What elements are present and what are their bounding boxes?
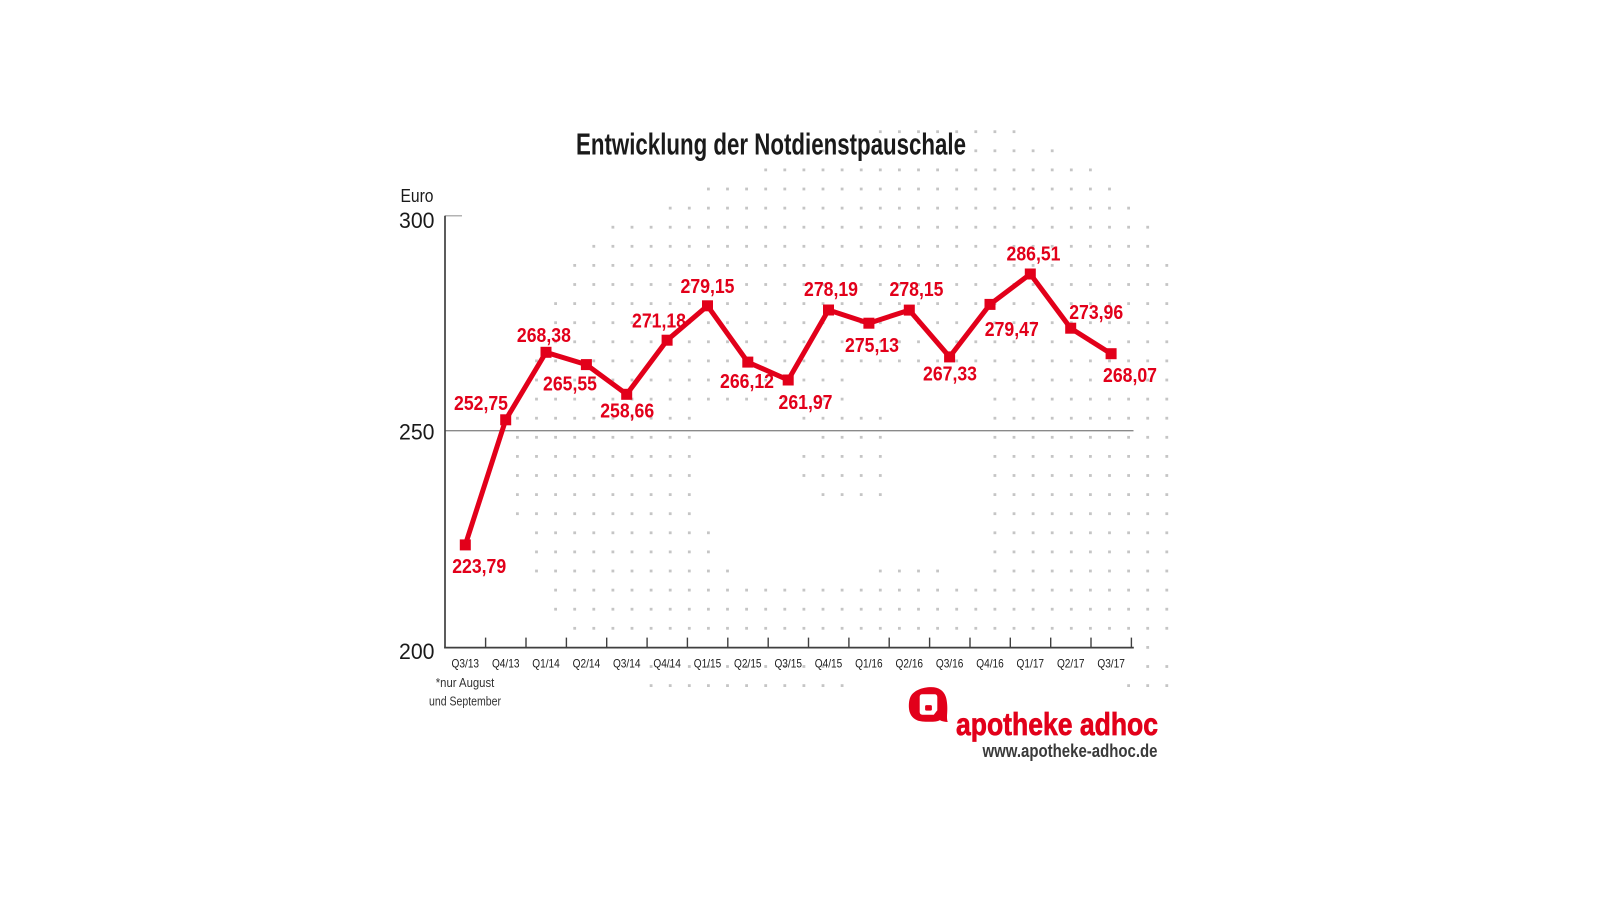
svg-text:271,18: 271,18 (632, 311, 686, 333)
svg-text:apotheke adhoc: apotheke adhoc (956, 706, 1158, 742)
svg-text:Q3/16: Q3/16 (936, 658, 964, 671)
svg-text:268,07: 268,07 (1103, 365, 1157, 387)
svg-text:www.apotheke-adhoc.de: www.apotheke-adhoc.de (982, 740, 1158, 761)
svg-text:Q3/15: Q3/15 (774, 658, 802, 671)
svg-text:300: 300 (399, 208, 435, 233)
svg-text:261,97: 261,97 (779, 392, 833, 414)
svg-text:278,15: 278,15 (890, 279, 944, 301)
svg-text:Q4/14: Q4/14 (653, 658, 681, 671)
svg-text:250: 250 (399, 420, 435, 445)
svg-text:223,79: 223,79 (452, 556, 506, 578)
svg-text:Q3/14: Q3/14 (613, 658, 641, 671)
svg-text:286,51: 286,51 (1007, 243, 1061, 265)
svg-text:273,96: 273,96 (1069, 302, 1123, 324)
svg-text:Q2/15: Q2/15 (734, 658, 762, 671)
svg-text:Q4/13: Q4/13 (492, 658, 520, 671)
svg-text:Q1/16: Q1/16 (855, 658, 883, 671)
svg-text:Q2/14: Q2/14 (573, 658, 601, 671)
svg-text:Q2/17: Q2/17 (1057, 658, 1085, 671)
svg-text:Q1/17: Q1/17 (1017, 658, 1045, 671)
svg-text:267,33: 267,33 (923, 364, 977, 386)
svg-text:Q4/16: Q4/16 (976, 658, 1004, 671)
svg-text:Q3/13: Q3/13 (452, 658, 480, 671)
svg-text:275,13: 275,13 (845, 335, 899, 357)
svg-text:278,19: 278,19 (804, 279, 858, 301)
svg-text:Euro: Euro (401, 186, 434, 206)
svg-text:266,12: 266,12 (720, 371, 774, 393)
svg-text:Q1/15: Q1/15 (694, 658, 722, 671)
svg-text:200: 200 (399, 639, 435, 664)
svg-text:252,75: 252,75 (454, 393, 508, 415)
svg-text:Q3/17: Q3/17 (1097, 658, 1125, 671)
svg-text:Q2/16: Q2/16 (896, 658, 924, 671)
svg-text:279,15: 279,15 (681, 276, 735, 298)
svg-text:268,38: 268,38 (517, 325, 571, 347)
svg-text:258,66: 258,66 (600, 400, 654, 422)
svg-text:Q1/14: Q1/14 (532, 658, 560, 671)
svg-text:und September: und September (429, 695, 501, 709)
svg-text:Entwicklung der Notdienstpausc: Entwicklung der Notdienstpauschale (576, 128, 966, 162)
svg-text:Q4/15: Q4/15 (815, 658, 843, 671)
svg-text:*nur August: *nur August (436, 676, 495, 690)
svg-text:279,47: 279,47 (985, 319, 1039, 341)
svg-text:265,55: 265,55 (543, 373, 597, 395)
